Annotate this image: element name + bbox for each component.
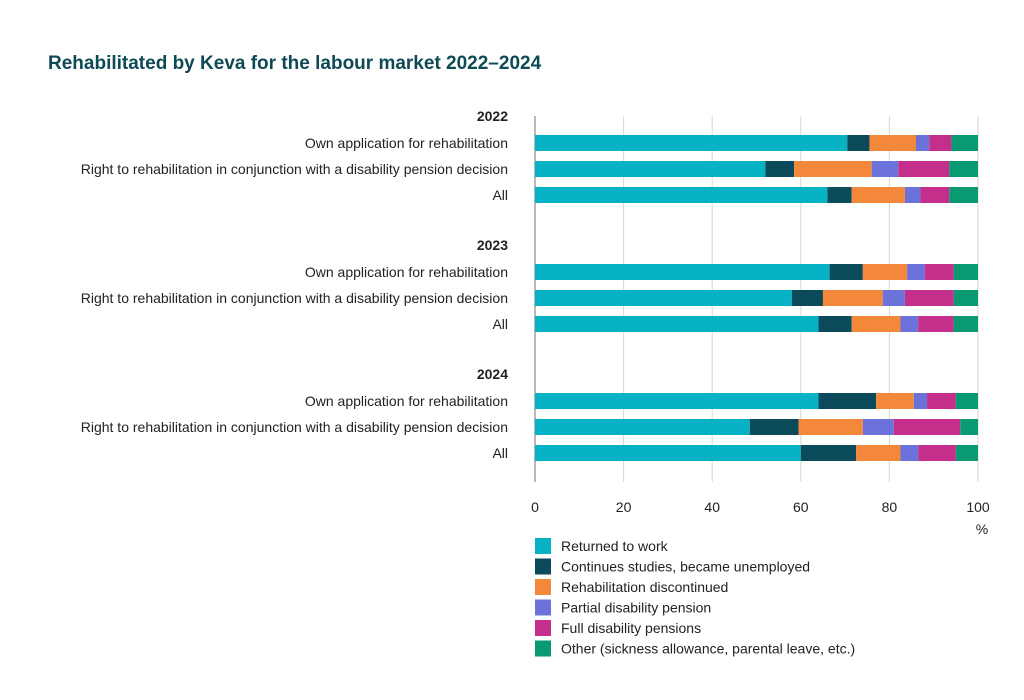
x-tick-label: 0 xyxy=(531,499,539,515)
bar-segment xyxy=(829,264,863,280)
bars xyxy=(535,135,978,461)
bar-segment xyxy=(900,316,919,332)
bar-segment xyxy=(818,393,877,409)
bar-segment xyxy=(898,161,950,177)
bar-segment xyxy=(798,419,863,435)
bar-segment xyxy=(818,316,852,332)
category-labels: 2022 Own application for rehabilitation Ri… xyxy=(81,108,508,461)
bar-segment xyxy=(918,316,954,332)
bar-segment xyxy=(794,161,872,177)
x-tick-label: 100 xyxy=(966,499,990,515)
chart-title: Rehabilitated by Keva for the labour mar… xyxy=(48,53,542,74)
bar-segment xyxy=(862,419,894,435)
legend-label: Other (sickness allowance, parental leav… xyxy=(561,641,855,657)
legend-label: Full disability pensions xyxy=(561,620,701,636)
bar-segment xyxy=(953,316,978,332)
x-tick-label: 80 xyxy=(882,499,898,515)
category-label: Right to rehabilitation in conjunction w… xyxy=(81,161,508,177)
bar-segment xyxy=(951,135,978,151)
bar-segment xyxy=(949,187,978,203)
bar-segment xyxy=(904,290,954,306)
bar-segment xyxy=(953,264,978,280)
legend-swatch xyxy=(535,620,551,636)
bar-segment xyxy=(893,419,961,435)
bar-segment xyxy=(535,445,801,461)
bar-segment xyxy=(869,135,916,151)
x-tick-label: 20 xyxy=(616,499,632,515)
category-label: Own application for rehabilitation xyxy=(305,135,508,151)
bar-segment xyxy=(847,135,870,151)
bar-segment xyxy=(876,393,914,409)
group-label: 2023 xyxy=(477,237,508,253)
bar-segment xyxy=(929,135,952,151)
bar-segment xyxy=(900,445,919,461)
category-label: All xyxy=(492,187,508,203)
legend-swatch xyxy=(535,599,551,616)
bar-segment xyxy=(535,393,819,409)
bar-segment xyxy=(535,264,830,280)
legend-label: Rehabilitation discontinued xyxy=(561,579,728,595)
bar-segment xyxy=(918,445,956,461)
bar-segment xyxy=(907,264,925,280)
bar-segment xyxy=(535,419,750,435)
bar-segment xyxy=(927,393,956,409)
bar-segment xyxy=(955,445,978,461)
category-label: Right to rehabilitation in conjunction w… xyxy=(81,290,508,306)
bar-segment xyxy=(953,290,978,306)
legend-label: Returned to work xyxy=(561,538,669,554)
bar-segment xyxy=(871,161,899,177)
bar-segment xyxy=(535,187,828,203)
legend-label: Partial disability pension xyxy=(561,600,711,616)
bar-segment xyxy=(920,187,950,203)
x-axis-label: % xyxy=(976,521,988,537)
bar-segment xyxy=(827,187,852,203)
legend-label: Continues studies, became unemployed xyxy=(561,559,810,575)
category-label: All xyxy=(492,445,508,461)
bar-segment xyxy=(535,290,792,306)
x-tick-label: 40 xyxy=(704,499,720,515)
legend-swatch xyxy=(535,579,551,595)
legend-swatch xyxy=(535,538,551,554)
bar-segment xyxy=(535,316,819,332)
bar-segment xyxy=(904,187,921,203)
x-tick-label: 60 xyxy=(793,499,809,515)
bar-segment xyxy=(960,419,978,435)
bar-segment xyxy=(535,135,848,151)
bar-segment xyxy=(822,290,883,306)
bar-segment xyxy=(949,161,978,177)
legend: Returned to work Continues studies, becam… xyxy=(535,538,855,657)
bar-segment xyxy=(882,290,905,306)
bar-segment xyxy=(765,161,795,177)
x-axis: 0 20 40 60 80 100% xyxy=(531,499,990,537)
legend-swatch xyxy=(535,558,551,575)
category-label: Own application for rehabilitation xyxy=(305,393,508,409)
bar-segment xyxy=(851,187,905,203)
bar-segment xyxy=(955,393,978,409)
bar-segment xyxy=(862,264,908,280)
legend-swatch xyxy=(535,640,551,657)
bar-segment xyxy=(924,264,954,280)
bar-segment xyxy=(915,135,930,151)
bar-segment xyxy=(851,316,901,332)
category-label: Right to rehabilitation in conjunction w… xyxy=(81,419,508,435)
bar-segment xyxy=(913,393,928,409)
bar-segment xyxy=(856,445,901,461)
group-label: 2024 xyxy=(477,366,508,382)
category-label: All xyxy=(492,316,508,332)
group-label: 2022 xyxy=(477,108,508,124)
bar-segment xyxy=(749,419,799,435)
bar-segment xyxy=(791,290,823,306)
bar-segment xyxy=(800,445,857,461)
bar-segment xyxy=(535,161,766,177)
category-label: Own application for rehabilitation xyxy=(305,264,508,280)
